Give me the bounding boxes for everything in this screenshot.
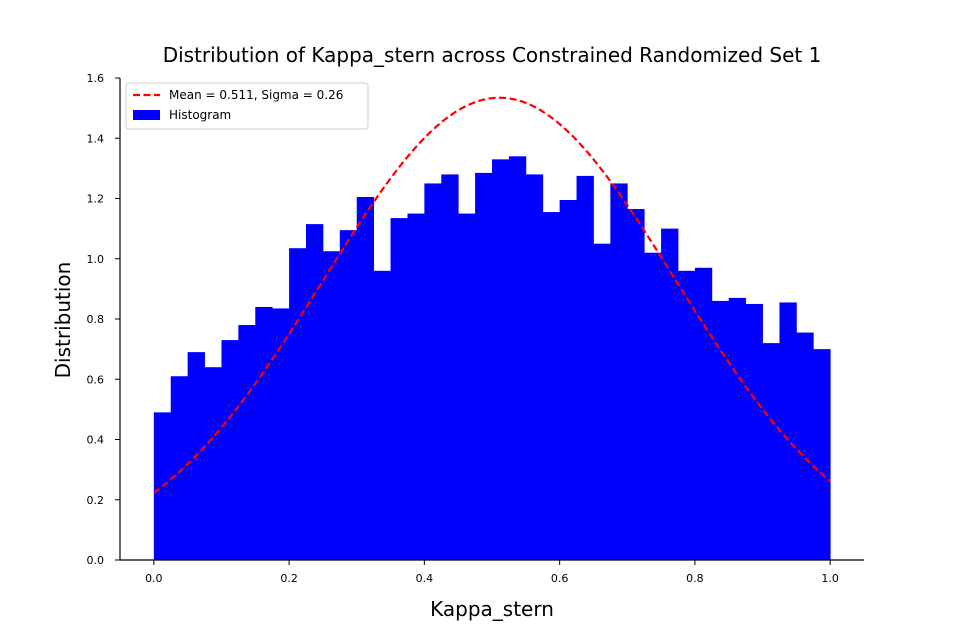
- histogram-bar: [204, 367, 222, 560]
- histogram-bar: [779, 302, 797, 560]
- histogram-bar: [796, 332, 814, 560]
- histogram-bar: [475, 172, 493, 561]
- histogram-bar: [238, 325, 256, 560]
- y-tick-label: 0.6: [87, 373, 105, 386]
- histogram-bar: [610, 183, 628, 560]
- x-axis-label: Kappa_stern: [430, 597, 554, 621]
- histogram-bar: [576, 175, 594, 560]
- histogram-bar: [694, 267, 713, 560]
- x-axis-ticks: 0.0 0.2 0.4 0.6 0.8 1.0: [145, 560, 839, 585]
- histogram-bar: [339, 230, 358, 560]
- gaussian-fit-curve: [153, 96, 831, 494]
- y-axis-label: Distribution: [51, 262, 75, 379]
- histogram-bar: [762, 343, 780, 560]
- histogram-bar: [745, 303, 763, 560]
- histogram-bar: [441, 174, 459, 560]
- legend-fit-label: Mean = 0.511, Sigma = 0.26: [169, 88, 343, 102]
- x-tick-label: 0.8: [686, 572, 704, 585]
- histogram-bar: [424, 183, 442, 560]
- x-tick-label: 1.0: [821, 572, 839, 585]
- histogram-bars: [153, 156, 831, 561]
- histogram-bar: [289, 248, 307, 561]
- y-tick-label: 0.2: [87, 494, 105, 507]
- histogram-bar: [661, 228, 679, 560]
- histogram-bar: [525, 174, 544, 560]
- histogram-bar: [492, 159, 510, 560]
- histogram-bar: [627, 209, 645, 560]
- legend-histogram-swatch: [133, 110, 160, 120]
- x-tick-label: 0.6: [551, 572, 569, 585]
- histogram-bar: [593, 243, 611, 560]
- y-tick-label: 1.4: [87, 132, 105, 145]
- histogram-bar: [170, 376, 189, 560]
- histogram-bar: [390, 218, 408, 561]
- y-tick-label: 0.8: [87, 313, 105, 326]
- x-tick-label: 0.4: [416, 572, 434, 585]
- histogram-bar: [542, 212, 561, 560]
- legend-histogram-label: Histogram: [169, 108, 231, 122]
- histogram-bar: [728, 297, 747, 560]
- legend: Mean = 0.511, Sigma = 0.26 Histogram: [125, 82, 369, 130]
- y-tick-label: 0.4: [87, 434, 105, 447]
- histogram-bar: [322, 251, 341, 560]
- histogram-bar: [373, 270, 391, 560]
- histogram-bar: [272, 308, 290, 560]
- x-tick-label: 0.2: [280, 572, 298, 585]
- histogram-bar: [678, 270, 696, 560]
- histogram-bar: [407, 213, 425, 560]
- histogram-bar: [306, 224, 324, 560]
- histogram-bar: [458, 213, 476, 560]
- y-tick-label: 0.0: [87, 554, 105, 567]
- histogram-bar: [356, 196, 375, 560]
- histogram-bar: [813, 349, 831, 560]
- chart-title: Distribution of Kappa_stern across Const…: [163, 43, 822, 67]
- y-axis-ticks: 0.0 0.2 0.4 0.6 0.8 1.0 1.2 1.4 1.6: [87, 72, 120, 567]
- legend-frame: [125, 82, 369, 130]
- histogram-bar: [711, 300, 730, 560]
- histogram-bar: [508, 156, 527, 560]
- y-tick-label: 1.6: [87, 72, 105, 85]
- histogram-bar: [221, 340, 239, 560]
- x-tick-label: 0.0: [145, 572, 163, 585]
- histogram-bar: [644, 252, 662, 560]
- y-tick-label: 1.0: [87, 253, 105, 266]
- histogram-bar: [255, 306, 273, 560]
- histogram-bar: [559, 200, 577, 560]
- y-tick-label: 1.2: [87, 193, 105, 206]
